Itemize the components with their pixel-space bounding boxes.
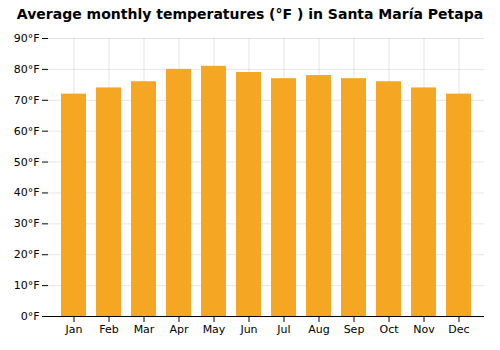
svg-text:Jan: Jan	[65, 323, 83, 336]
svg-text:Feb: Feb	[99, 323, 118, 336]
svg-text:Apr: Apr	[169, 323, 189, 336]
svg-text:Oct: Oct	[379, 323, 399, 336]
svg-text:80°F: 80°F	[14, 63, 40, 76]
svg-text:0°F: 0°F	[21, 310, 40, 323]
svg-text:60°F: 60°F	[14, 125, 40, 138]
html-text:Average monthly temperatures (: Average monthly temperatures (°F ) in Sa…	[16, 6, 484, 22]
svg-text:Jun: Jun	[239, 323, 257, 336]
svg-text:70°F: 70°F	[14, 94, 40, 107]
svg-text:20°F: 20°F	[14, 248, 40, 261]
svg-text:Sep: Sep	[344, 323, 365, 336]
svg-text:40°F: 40°F	[14, 186, 40, 199]
svg-text:10°F: 10°F	[14, 279, 40, 292]
svg-text:90°F: 90°F	[14, 32, 40, 45]
svg-text:Nov: Nov	[413, 323, 435, 336]
svg-text:Jul: Jul	[276, 323, 290, 336]
svg-text:30°F: 30°F	[14, 217, 40, 230]
svg-text:Aug: Aug	[308, 323, 329, 336]
svg-text:May: May	[203, 323, 226, 336]
svg-text:50°F: 50°F	[14, 156, 40, 169]
svg-text:Mar: Mar	[134, 323, 155, 336]
svg-text:Dec: Dec	[448, 323, 469, 336]
